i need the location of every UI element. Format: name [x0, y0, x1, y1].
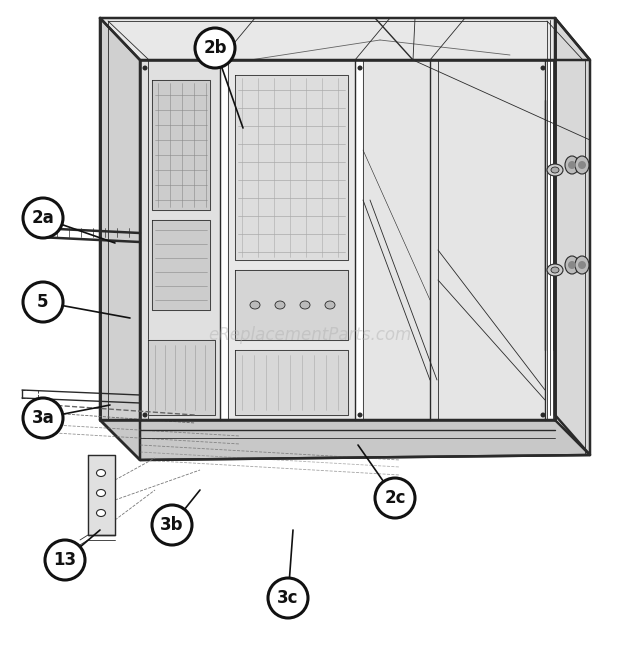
Circle shape [143, 412, 148, 418]
Polygon shape [100, 420, 590, 460]
Polygon shape [152, 220, 210, 310]
Ellipse shape [547, 164, 563, 176]
Polygon shape [235, 75, 348, 260]
Ellipse shape [551, 167, 559, 173]
Text: 2c: 2c [384, 489, 405, 507]
Ellipse shape [565, 256, 579, 274]
Ellipse shape [97, 469, 105, 477]
Polygon shape [88, 455, 115, 535]
Circle shape [578, 161, 586, 169]
Circle shape [358, 412, 363, 418]
Ellipse shape [300, 301, 310, 309]
Ellipse shape [575, 156, 589, 174]
Text: eReplacementParts.com: eReplacementParts.com [208, 326, 412, 344]
Circle shape [541, 65, 546, 71]
Circle shape [358, 65, 363, 71]
Text: 3c: 3c [277, 589, 299, 607]
Ellipse shape [375, 478, 415, 518]
Polygon shape [555, 18, 590, 455]
Circle shape [568, 261, 576, 269]
Polygon shape [228, 60, 355, 420]
Ellipse shape [97, 490, 105, 496]
Ellipse shape [551, 267, 559, 273]
Text: 2b: 2b [203, 39, 227, 57]
Circle shape [541, 412, 546, 418]
Ellipse shape [275, 301, 285, 309]
Polygon shape [100, 18, 140, 460]
Ellipse shape [97, 510, 105, 517]
Ellipse shape [195, 28, 235, 68]
Polygon shape [148, 340, 215, 415]
Ellipse shape [575, 256, 589, 274]
Ellipse shape [565, 156, 579, 174]
Ellipse shape [23, 398, 63, 438]
Ellipse shape [325, 301, 335, 309]
Circle shape [578, 261, 586, 269]
Ellipse shape [23, 198, 63, 238]
Polygon shape [152, 80, 210, 210]
Polygon shape [140, 60, 220, 420]
Circle shape [568, 161, 576, 169]
Ellipse shape [268, 578, 308, 618]
Text: 3a: 3a [32, 409, 55, 427]
Text: 5: 5 [37, 293, 49, 311]
Text: 3b: 3b [160, 516, 184, 534]
Circle shape [143, 65, 148, 71]
Polygon shape [363, 60, 545, 420]
Text: 2a: 2a [32, 209, 55, 227]
Ellipse shape [23, 282, 63, 322]
Ellipse shape [250, 301, 260, 309]
Text: 13: 13 [53, 551, 76, 569]
Ellipse shape [45, 540, 85, 580]
Polygon shape [100, 18, 590, 60]
Polygon shape [235, 270, 348, 340]
Polygon shape [235, 350, 348, 415]
Ellipse shape [547, 264, 563, 276]
Ellipse shape [152, 505, 192, 545]
